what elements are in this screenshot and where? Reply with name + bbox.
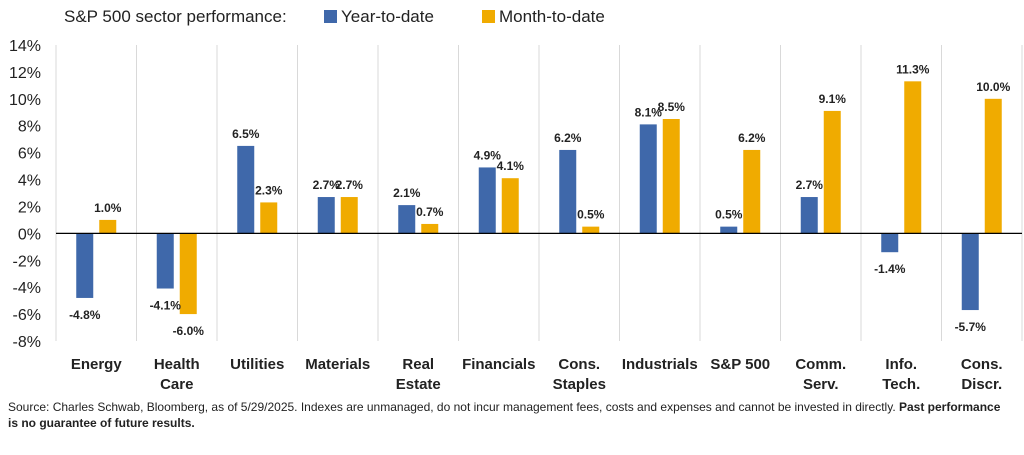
- x-category-label: Materials: [305, 356, 370, 373]
- y-tick-label: 4%: [18, 173, 41, 190]
- y-tick-label: 10%: [9, 92, 41, 109]
- bar-mtd-utilities: [260, 202, 278, 234]
- data-label-ytd-utilities: 6.5%: [232, 127, 260, 141]
- x-category-label: Energy: [71, 356, 123, 373]
- bar-ytd-health-care: [156, 233, 174, 289]
- legend-label-mtd: Month-to-date: [499, 7, 605, 26]
- source-note: Source: Charles Schwab, Bloomberg, as of…: [8, 399, 1013, 431]
- data-label-mtd-comm-serv: 9.1%: [819, 92, 847, 106]
- x-category-label: Serv.: [803, 376, 839, 393]
- bar-mtd-info-tech: [904, 81, 922, 234]
- y-tick-label: 2%: [18, 199, 41, 216]
- bar-ytd-materials: [317, 197, 335, 234]
- data-label-ytd-industrials: 8.1%: [635, 105, 663, 119]
- sector-performance-chart: S&P 500 sector performance: Year-to-date M…: [9, 7, 1023, 393]
- y-tick-label: 8%: [18, 119, 41, 136]
- y-tick-label: 0%: [18, 226, 41, 243]
- x-category-label: Real: [402, 356, 434, 373]
- x-category-label: Financials: [462, 356, 535, 373]
- bar-ytd-cons-staples: [559, 149, 577, 234]
- bar-ytd-s-p-500: [720, 226, 738, 234]
- y-tick-label: -8%: [13, 334, 41, 351]
- legend-swatch-ytd: [324, 10, 337, 23]
- x-category-label: Comm.: [795, 356, 846, 373]
- y-tick-label: 14%: [9, 38, 41, 55]
- bar-ytd-financials: [478, 167, 496, 234]
- data-label-ytd-info-tech: -1.4%: [874, 262, 906, 276]
- data-label-mtd-cons-staples: 0.5%: [577, 208, 605, 222]
- bar-mtd-industrials: [662, 119, 680, 234]
- bar-ytd-info-tech: [881, 233, 899, 253]
- data-label-mtd-real-estate: 0.7%: [416, 205, 444, 219]
- bar-ytd-real-estate: [398, 205, 416, 234]
- disclaimer-text: Past performance is no guarantee of futu…: [8, 400, 1001, 430]
- x-category-label: Info.: [885, 356, 917, 373]
- data-label-mtd-financials: 4.1%: [497, 159, 525, 173]
- bar-ytd-utilities: [237, 145, 255, 234]
- data-label-ytd-cons-staples: 6.2%: [554, 131, 582, 145]
- legend-label-ytd: Year-to-date: [341, 7, 434, 26]
- x-category-label: Staples: [553, 376, 606, 393]
- y-tick-label: -6%: [13, 307, 41, 324]
- x-category-label: Cons.: [961, 356, 1003, 373]
- data-label-ytd-comm-serv: 2.7%: [796, 178, 824, 192]
- data-label-ytd-real-estate: 2.1%: [393, 186, 421, 200]
- bar-mtd-materials: [340, 197, 358, 234]
- x-category-label: Utilities: [230, 356, 284, 373]
- x-category-label: S&P 500: [710, 356, 770, 373]
- bar-ytd-cons-discr: [961, 233, 979, 311]
- y-tick-label: -4%: [13, 280, 41, 297]
- x-category-label: Health: [154, 356, 200, 373]
- bar-ytd-comm-serv: [800, 197, 818, 234]
- bar-mtd-financials: [501, 178, 519, 234]
- bars-group: [76, 81, 1002, 315]
- data-label-mtd-utilities: 2.3%: [255, 183, 283, 197]
- data-label-ytd-energy: -4.8%: [69, 308, 101, 322]
- bar-mtd-cons-staples: [582, 226, 600, 234]
- x-category-label: Care: [160, 376, 193, 393]
- x-category-label: Industrials: [622, 356, 698, 373]
- y-axis: -8% -6% -4% -2% 0% 2% 4% 6% 8% 10% 12% 14%: [9, 38, 41, 351]
- x-category-label: Tech.: [882, 376, 920, 393]
- data-label-mtd-cons-discr: 10.0%: [976, 80, 1010, 94]
- bar-mtd-cons-discr: [984, 98, 1002, 234]
- bar-mtd-comm-serv: [823, 110, 841, 234]
- data-label-mtd-materials: 2.7%: [336, 178, 364, 192]
- bar-ytd-energy: [76, 233, 94, 298]
- data-label-ytd-materials: 2.7%: [313, 178, 341, 192]
- y-tick-label: 12%: [9, 65, 41, 82]
- data-label-mtd-info-tech: 11.3%: [896, 62, 930, 76]
- legend-swatch-mtd: [482, 10, 495, 23]
- category-separators: [55, 45, 1023, 341]
- data-label-ytd-health-care: -4.1%: [150, 299, 182, 313]
- y-tick-label: -2%: [13, 253, 41, 270]
- data-labels: -4.8%1.0%-4.1%-6.0%6.5%2.3% 2.7%2.7%2.1%0…: [69, 62, 1011, 338]
- data-label-ytd-financials: 4.9%: [474, 148, 502, 162]
- x-category-label: Cons.: [558, 356, 600, 373]
- bar-mtd-energy: [99, 219, 117, 234]
- data-label-mtd-health-care: -6.0%: [173, 324, 205, 338]
- x-axis-labels: Energy Health Care Utilities Materials Real Es…: [71, 356, 1003, 393]
- source-text: Source: Charles Schwab, Bloomberg, as of…: [8, 400, 896, 414]
- chart-legend: S&P 500 sector performance: Year-to-date M…: [64, 7, 605, 26]
- y-tick-label: 6%: [18, 146, 41, 163]
- bar-ytd-industrials: [639, 124, 657, 234]
- data-label-mtd-industrials: 8.5%: [658, 100, 686, 114]
- bar-mtd-health-care: [179, 233, 197, 315]
- bar-mtd-real-estate: [421, 223, 439, 234]
- data-label-mtd-energy: 1.0%: [94, 201, 122, 215]
- bar-mtd-s-p-500: [743, 149, 761, 234]
- chart-title: S&P 500 sector performance:: [64, 7, 287, 26]
- x-category-label: Estate: [396, 376, 441, 393]
- x-category-label: Discr.: [961, 376, 1002, 393]
- data-label-mtd-s-p-500: 6.2%: [738, 131, 766, 145]
- data-label-ytd-s-p-500: 0.5%: [715, 208, 743, 222]
- data-label-ytd-cons-discr: -5.7%: [955, 320, 987, 334]
